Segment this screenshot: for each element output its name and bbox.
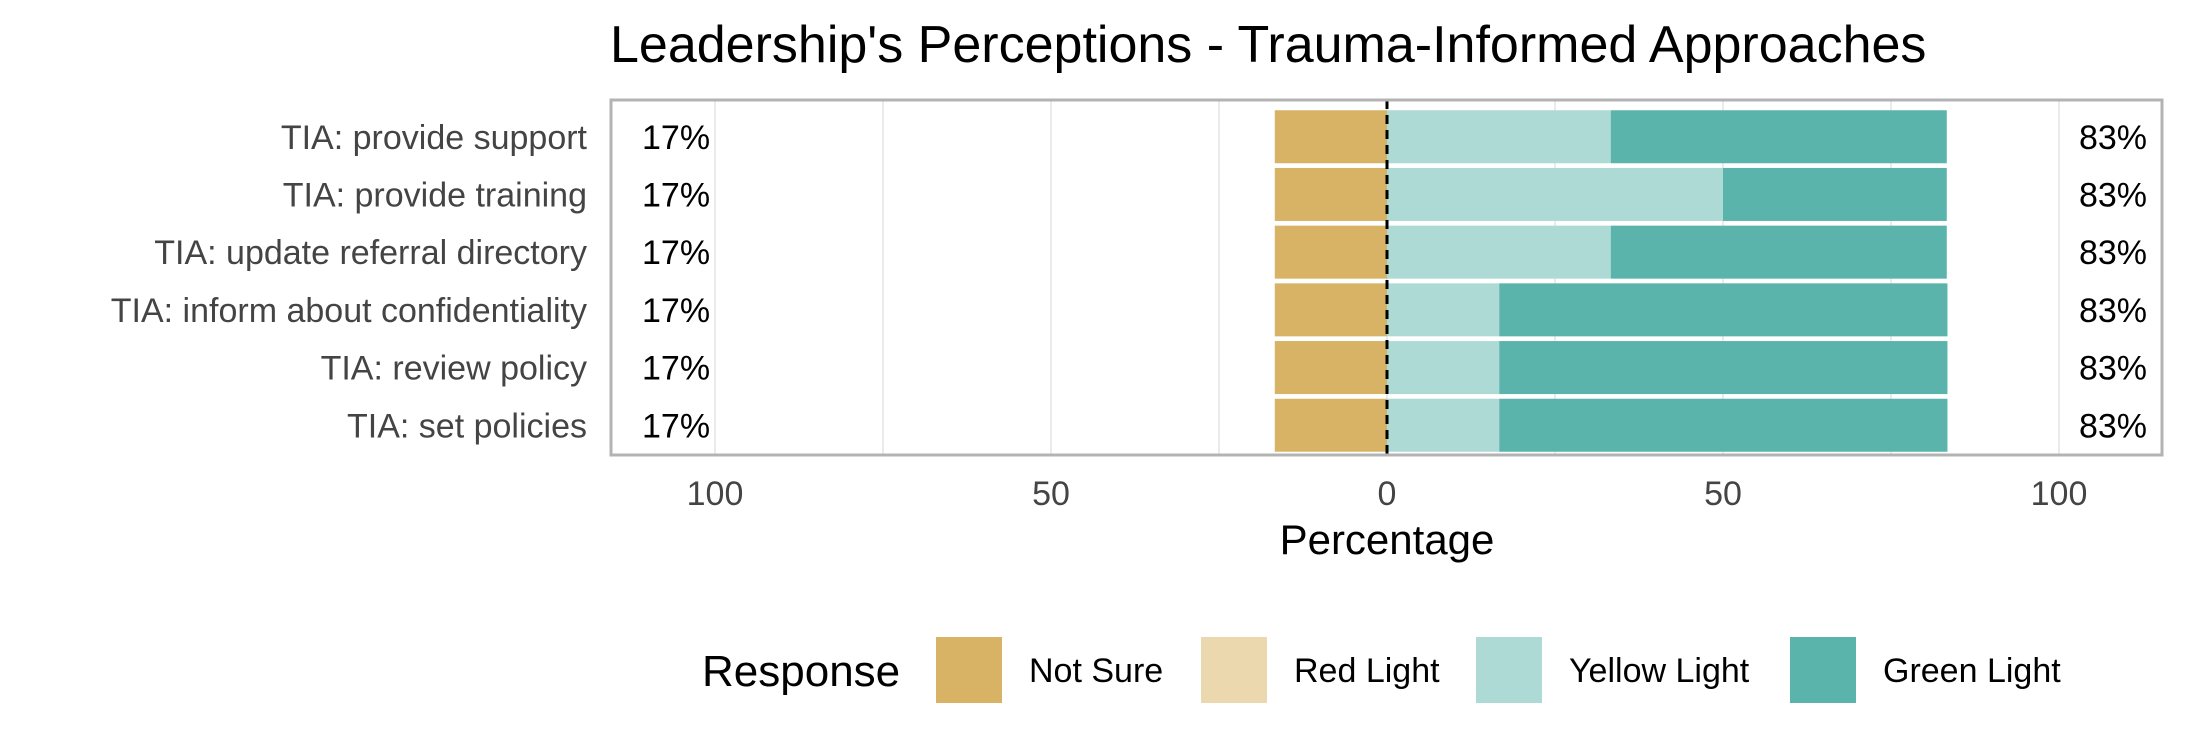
x-tick-label: 100	[2031, 475, 2088, 513]
category-label: TIA: inform about confidentiality	[111, 292, 587, 330]
left-percent-label: 17%	[642, 350, 710, 388]
x-axis-title: Percentage	[1280, 516, 1495, 563]
percent-labels: 17% 83% 17% 83% 17% 83% 17% 83% 17% 83% 17% 83%	[642, 119, 2147, 446]
category-label: TIA: update referral directory	[154, 234, 587, 272]
left-percent-label: 17%	[642, 292, 710, 330]
right-percent-label: 83%	[2079, 119, 2147, 157]
category-labels: TIA: provide support TIA: provide trainin…	[111, 119, 588, 446]
x-tick-label: 50	[1704, 475, 1742, 513]
left-percent-label: 17%	[642, 119, 710, 157]
chart-title: Leadership's Perceptions - Trauma-Inform…	[610, 16, 1926, 74]
bar-yellow-light	[1387, 225, 1611, 279]
bar-green-light	[1499, 398, 1948, 452]
bar-yellow-light	[1387, 110, 1611, 164]
right-percent-label: 83%	[2079, 176, 2147, 214]
legend-key-red-light	[1199, 635, 1269, 705]
right-percent-label: 83%	[2079, 407, 2147, 445]
right-percent-label: 83%	[2079, 350, 2147, 388]
legend-label: Yellow Light	[1569, 652, 1750, 690]
bar-yellow-light	[1387, 283, 1500, 337]
bar-not-sure	[1274, 225, 1387, 279]
category-label: TIA: provide support	[281, 119, 588, 157]
legend-label: Not Sure	[1029, 652, 1163, 690]
bar-green-light	[1723, 167, 1947, 221]
bars-layer	[1274, 110, 1948, 452]
left-percent-label: 17%	[642, 234, 710, 272]
legend: Response Not Sure Red Light Yellow Light Gre…	[702, 635, 2061, 705]
bar-not-sure	[1274, 398, 1387, 452]
left-percent-label: 17%	[642, 176, 710, 214]
bar-not-sure	[1274, 283, 1387, 337]
category-label: TIA: review policy	[321, 350, 587, 388]
right-percent-label: 83%	[2079, 292, 2147, 330]
bar-yellow-light	[1387, 341, 1500, 395]
left-percent-label: 17%	[642, 407, 710, 445]
bar-green-light	[1499, 283, 1948, 337]
legend-label: Red Light	[1294, 652, 1440, 690]
bar-yellow-light	[1387, 167, 1723, 221]
legend-key-not-sure	[934, 635, 1004, 705]
x-tick-labels: 100 50 0 50 100	[687, 475, 2088, 513]
category-label: TIA: provide training	[283, 176, 587, 214]
legend-label: Green Light	[1883, 652, 2061, 690]
x-tick-label: 100	[687, 475, 744, 513]
x-tick-label: 50	[1032, 475, 1070, 513]
bar-not-sure	[1274, 110, 1387, 164]
plot-panel-border	[609, 98, 2164, 457]
legend-key-yellow-light	[1474, 635, 1544, 705]
x-tick-label: 0	[1378, 475, 1397, 513]
right-percent-label: 83%	[2079, 234, 2147, 272]
bar-yellow-light	[1387, 398, 1500, 452]
legend-title: Response	[702, 647, 900, 696]
bar-green-light	[1499, 341, 1948, 395]
bar-green-light	[1610, 110, 1947, 164]
bar-green-light	[1610, 225, 1947, 279]
category-label: TIA: set policies	[347, 407, 587, 445]
bar-not-sure	[1274, 167, 1387, 221]
legend-key-green-light	[1788, 635, 1858, 705]
bar-not-sure	[1274, 341, 1387, 395]
